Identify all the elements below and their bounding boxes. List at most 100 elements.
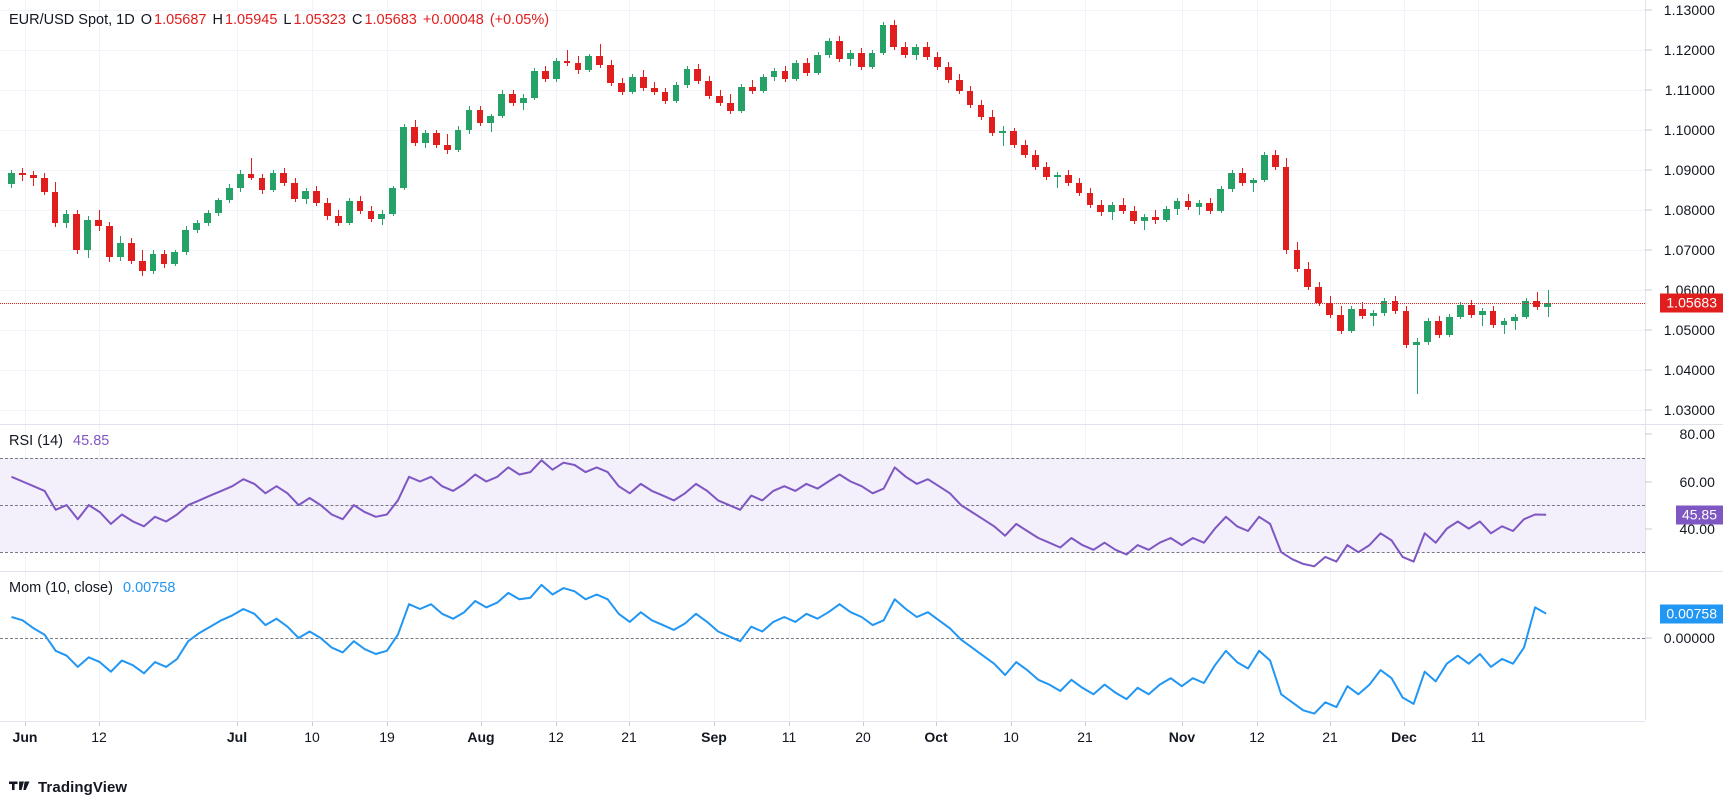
vertical-gridline xyxy=(1478,0,1479,424)
momentum-tick-label: 0.00000 xyxy=(1663,629,1715,646)
pane-separator[interactable] xyxy=(0,424,1723,425)
candle-body xyxy=(323,202,331,216)
candle-wick xyxy=(1417,338,1418,394)
time-axis-label[interactable]: 12 xyxy=(548,729,564,745)
time-axis-label[interactable]: 21 xyxy=(1322,729,1338,745)
candle-body xyxy=(367,210,375,219)
candle-body xyxy=(280,172,288,183)
time-axis-label[interactable]: 19 xyxy=(379,729,395,745)
candle-wick xyxy=(1515,314,1516,330)
time-axis-label[interactable]: 11 xyxy=(781,729,797,745)
rsi-line xyxy=(11,459,1547,568)
candle-body xyxy=(411,126,418,143)
vertical-gridline xyxy=(312,572,313,720)
symbol-title[interactable]: EUR/USD Spot, 1D xyxy=(9,12,135,28)
candle-wick xyxy=(1537,292,1538,310)
time-axis-label[interactable]: 10 xyxy=(1003,729,1019,745)
momentum-pane[interactable]: 0.00000 0.00758 Mom (10, close) 0.00758 xyxy=(0,572,1723,720)
price-tick-label: 1.13000 xyxy=(1663,2,1715,18)
candle-body xyxy=(1021,145,1028,155)
candle-body xyxy=(1043,166,1050,178)
time-axis-label[interactable]: Dec xyxy=(1391,729,1417,745)
tick-mark xyxy=(1645,209,1652,211)
rsi-overbought-oversold-band xyxy=(0,457,1645,553)
candle-body xyxy=(1500,321,1508,326)
momentum-axis[interactable]: 0.00000 0.00758 xyxy=(1645,572,1723,720)
tick-mark xyxy=(1645,433,1652,435)
candle-body xyxy=(138,261,146,271)
time-tick-mark xyxy=(1085,722,1086,726)
candle-body xyxy=(1173,201,1181,210)
candle-body xyxy=(999,130,1007,134)
time-axis-label[interactable]: Jul xyxy=(226,729,248,745)
candle-body xyxy=(487,116,495,123)
vertical-gridline xyxy=(936,572,937,720)
time-axis-label[interactable]: Sep xyxy=(701,729,727,745)
candle-body xyxy=(552,61,560,79)
time-axis-label[interactable]: 20 xyxy=(855,729,871,745)
horizontal-gridline xyxy=(0,10,1645,11)
candle-body xyxy=(302,190,309,199)
candle-body xyxy=(825,41,832,55)
candle-body xyxy=(1456,305,1464,318)
time-axis-label[interactable]: 21 xyxy=(621,729,637,745)
tick-mark xyxy=(1645,528,1652,530)
vertical-gridline xyxy=(1404,0,1405,424)
rsi-level-line xyxy=(0,552,1645,554)
time-axis[interactable]: Jun 12 Jul 10 19 Aug 12 21 Sep 11 20 Oct 10 21 Nov 12 21… xyxy=(0,721,1645,749)
close-value: 1.05683 xyxy=(364,12,417,28)
price-tick-label: 1.03000 xyxy=(1663,402,1715,418)
time-axis-label[interactable]: 21 xyxy=(1077,729,1093,745)
time-axis-label[interactable]: Jun xyxy=(12,729,38,745)
rsi-pane[interactable]: 80.00 60.00 40.00 45.85 RSI (14) 45.85 xyxy=(0,425,1723,571)
price-plot-area[interactable] xyxy=(0,0,1645,424)
candle-wick xyxy=(1057,172,1058,188)
time-tick-mark xyxy=(481,722,482,726)
candle-body xyxy=(1228,173,1235,190)
current-price-tag: 1.05683 xyxy=(1660,293,1723,313)
vertical-gridline xyxy=(387,572,388,720)
candle-body xyxy=(193,222,201,230)
time-axis-label[interactable]: Oct xyxy=(924,729,948,745)
main-chart-legend: EUR/USD Spot, 1D O 1.05687 H 1.05945 L 1.05… xyxy=(9,12,551,28)
candle-wick xyxy=(1253,178,1254,192)
price-axis[interactable]: 1.13000 1.12000 1.11000 1.10000 1.09000 1.080… xyxy=(1645,0,1723,424)
momentum-legend-name[interactable]: Mom (10, close) xyxy=(9,580,113,596)
time-tick-mark xyxy=(25,722,26,726)
candle-wick xyxy=(33,170,34,186)
rsi-legend-name[interactable]: RSI (14) xyxy=(9,433,63,449)
candle-body xyxy=(661,92,669,102)
candle-body xyxy=(432,132,440,146)
vertical-gridline xyxy=(714,0,715,424)
time-axis-label[interactable]: Nov xyxy=(1168,729,1196,745)
rsi-tick-label: 80.00 xyxy=(1679,426,1715,443)
candle-body xyxy=(1249,180,1257,183)
time-axis-label[interactable]: Aug xyxy=(467,729,495,745)
candle-body xyxy=(1184,201,1192,207)
momentum-plot-area[interactable] xyxy=(0,572,1645,720)
vertical-gridline xyxy=(237,572,238,720)
time-axis-label[interactable]: 11 xyxy=(1470,729,1486,745)
candle-body xyxy=(705,81,713,96)
candle-body xyxy=(1435,321,1442,335)
candle-body xyxy=(683,69,691,86)
candle-body xyxy=(792,62,800,79)
candle-body xyxy=(476,110,484,123)
time-axis-label[interactable]: 10 xyxy=(304,729,320,745)
tick-mark xyxy=(1645,329,1652,331)
vertical-gridline xyxy=(714,572,715,720)
price-pane[interactable]: 1.13000 1.12000 1.11000 1.10000 1.09000 1.080… xyxy=(0,0,1723,424)
candle-body xyxy=(422,132,429,143)
candle-body xyxy=(1544,302,1551,307)
rsi-plot-area[interactable] xyxy=(0,425,1645,571)
vertical-gridline xyxy=(936,0,937,424)
candle-body xyxy=(1130,210,1137,222)
candle-body xyxy=(1282,166,1290,250)
time-axis-label[interactable]: 12 xyxy=(1249,729,1265,745)
rsi-axis[interactable]: 80.00 60.00 40.00 45.85 xyxy=(1645,425,1723,571)
pane-separator[interactable] xyxy=(0,571,1723,572)
tradingview-logo[interactable]: TradingView xyxy=(9,779,127,796)
vertical-gridline xyxy=(1478,572,1479,720)
candle-body xyxy=(955,80,963,91)
time-axis-label[interactable]: 12 xyxy=(91,729,107,745)
